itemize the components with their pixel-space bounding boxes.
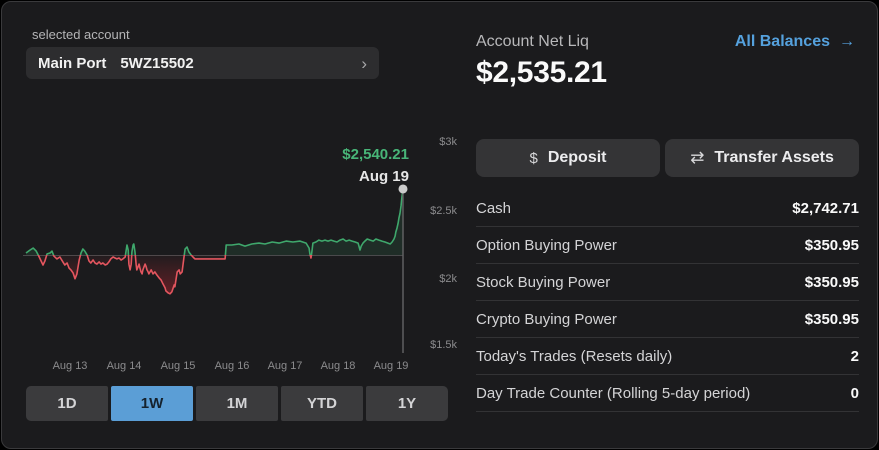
- x-tick-label: Aug 17: [267, 360, 303, 372]
- series-above-baseline: [25, 188, 404, 255]
- row-label: Today's Trades (Resets daily): [476, 347, 673, 365]
- y-tick-label: $1.5k: [430, 339, 457, 351]
- range-button-ytd[interactable]: YTD: [281, 386, 363, 421]
- account-number: 5WZ15502: [120, 54, 194, 72]
- row-value: $2,742.71: [792, 199, 859, 217]
- transfer-label: Transfer Assets: [714, 149, 834, 166]
- balance-row-todays-trades: Today's Trades (Resets daily) 2: [476, 338, 859, 375]
- net-liq-chart[interactable]: $3k $2.5k $2k $1.5k $2,540.21 Aug 19: [2, 120, 472, 357]
- row-label: Crypto Buying Power: [476, 310, 617, 328]
- range-button-1m[interactable]: 1M: [196, 386, 278, 421]
- row-value: 0: [850, 384, 859, 402]
- balance-row-cash: Cash $2,742.71: [476, 190, 859, 227]
- selected-account-label: selected account: [32, 27, 130, 42]
- deposit-button[interactable]: $ Deposit: [476, 139, 660, 177]
- series-below-baseline: [26, 255, 403, 295]
- row-value: $350.95: [804, 236, 859, 254]
- row-label: Day Trade Counter (Rolling 5-day period): [476, 384, 751, 402]
- row-label: Cash: [476, 199, 512, 217]
- tooltip-date: Aug 19: [359, 168, 409, 185]
- row-label: Stock Buying Power: [476, 273, 611, 291]
- tooltip-value: $2,540.21: [342, 146, 409, 163]
- row-value: 2: [850, 347, 859, 365]
- account-selector[interactable]: Main Port 5WZ15502 ›: [26, 47, 379, 79]
- x-tick-label: Aug 19: [373, 360, 409, 372]
- x-tick-label: Aug 15: [160, 360, 196, 372]
- x-tick-label: Aug 14: [106, 360, 142, 372]
- balance-row-stock-bp: Stock Buying Power $350.95: [476, 264, 859, 301]
- range-button-1d[interactable]: 1D: [26, 386, 108, 421]
- net-liq-value: $2,535.21: [476, 56, 607, 89]
- row-value: $350.95: [804, 273, 859, 291]
- balance-row-day-trade-counter: Day Trade Counter (Rolling 5-day period)…: [476, 375, 859, 412]
- dollar-icon: $: [529, 149, 538, 167]
- transfer-assets-button[interactable]: ⇄ Transfer Assets: [665, 139, 859, 177]
- balance-row-crypto-bp: Crypto Buying Power $350.95: [476, 301, 859, 338]
- crosshair-dot: [398, 184, 408, 194]
- range-selector: 1D 1W 1M YTD 1Y: [26, 386, 448, 421]
- all-balances-label: All Balances: [734, 33, 830, 50]
- x-tick-label: Aug 13: [52, 360, 88, 372]
- row-value: $350.95: [804, 310, 859, 328]
- arrow-right-icon: →: [839, 33, 855, 50]
- y-tick-label: $2.5k: [430, 205, 457, 217]
- deposit-label: Deposit: [547, 149, 607, 166]
- balance-row-option-bp: Option Buying Power $350.95: [476, 227, 859, 264]
- transfer-arrows-icon: ⇄: [690, 148, 705, 167]
- range-button-1y[interactable]: 1Y: [366, 386, 448, 421]
- all-balances-link[interactable]: All Balances →: [735, 33, 855, 51]
- row-label: Option Buying Power: [476, 236, 617, 254]
- range-button-1w[interactable]: 1W: [111, 386, 193, 421]
- x-tick-label: Aug 16: [214, 360, 250, 372]
- y-tick-label: $2k: [439, 273, 457, 285]
- net-liq-title: Account Net Liq: [476, 33, 589, 50]
- y-tick-label: $3k: [439, 136, 457, 148]
- x-tick-label: Aug 18: [320, 360, 356, 372]
- balances-table: Cash $2,742.71 Option Buying Power $350.…: [476, 190, 859, 412]
- account-name: Main Port: [38, 54, 107, 72]
- chevron-right-icon: ›: [361, 53, 367, 73]
